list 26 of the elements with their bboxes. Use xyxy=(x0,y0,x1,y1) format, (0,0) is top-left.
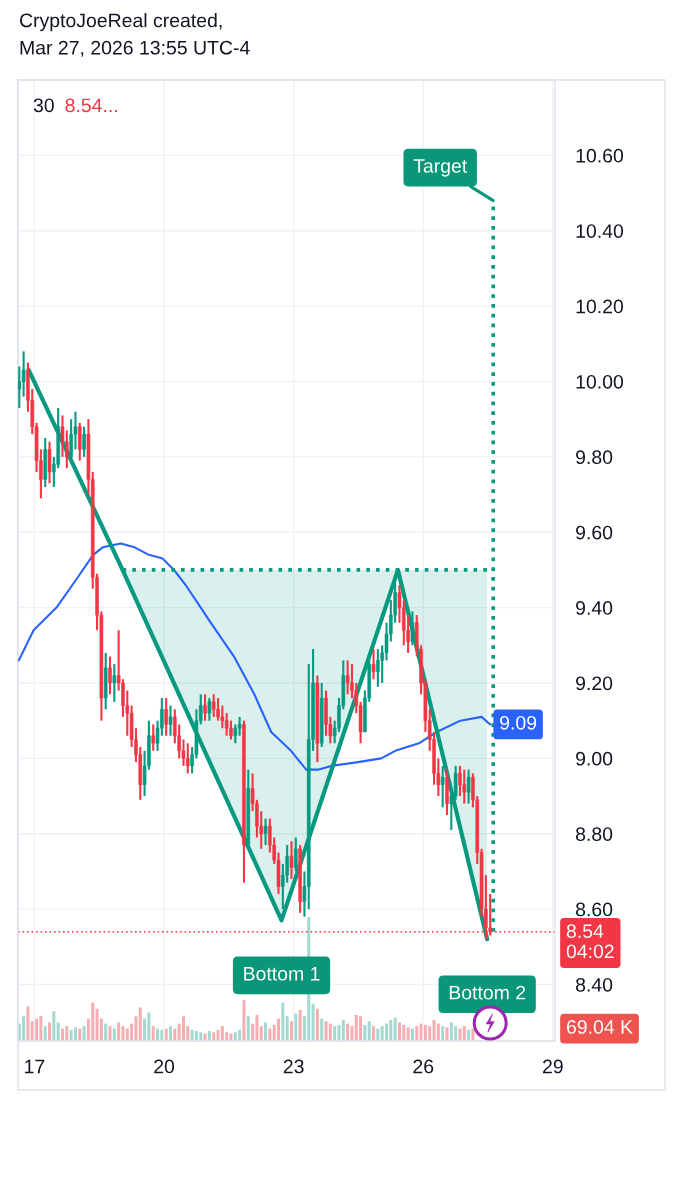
y-tick-label: 9.40 xyxy=(576,601,613,615)
x-tick-label: 29 xyxy=(543,1059,563,1074)
chart-title: CryptoJoeReal created, Mar 27, 2026 13:55 UTC-4 xyxy=(19,13,250,57)
x-tick-label: 23 xyxy=(283,1059,304,1074)
text: 69.04 K xyxy=(566,1020,633,1034)
y-tick-label: 9.20 xyxy=(576,676,613,691)
annotation: Target xyxy=(413,159,468,177)
x-tick-label: 20 xyxy=(154,1059,175,1074)
annotation: Bottom 1 xyxy=(244,967,320,981)
x-tick-label: 26 xyxy=(413,1059,434,1074)
y-tick-label: 9.00 xyxy=(576,751,613,766)
data-label: 9.09 xyxy=(500,715,537,730)
annotation: Bottom 2 xyxy=(449,985,526,1000)
y-tick-label: 10.60 xyxy=(576,148,624,163)
y-tick-label: 9.60 xyxy=(576,525,613,540)
y-tick-label: 8.80 xyxy=(575,827,613,841)
annotation: 8.54... xyxy=(65,98,117,113)
y-tick-label: 8.40 xyxy=(575,977,613,992)
x-tick-label: 17 xyxy=(25,1059,45,1074)
y-tick-label: 10.40 xyxy=(576,224,624,238)
ref-line-label: 8.54 04:02 xyxy=(566,924,614,959)
y-tick-label: 8.60 xyxy=(575,902,613,917)
y-tick-label: 9.80 xyxy=(576,450,613,465)
y-tick-label: 10.00 xyxy=(576,374,624,389)
y-tick-label: 10.20 xyxy=(576,299,624,314)
text: 30 xyxy=(33,98,54,113)
